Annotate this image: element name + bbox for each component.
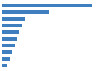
Bar	[2, 57, 10, 61]
Bar	[2, 30, 19, 34]
Bar	[2, 10, 49, 14]
Bar	[2, 37, 17, 41]
Bar	[2, 64, 7, 67]
Bar	[2, 44, 15, 47]
Bar	[2, 17, 25, 21]
Bar	[2, 4, 92, 7]
Bar	[2, 50, 12, 54]
Bar	[2, 24, 22, 27]
